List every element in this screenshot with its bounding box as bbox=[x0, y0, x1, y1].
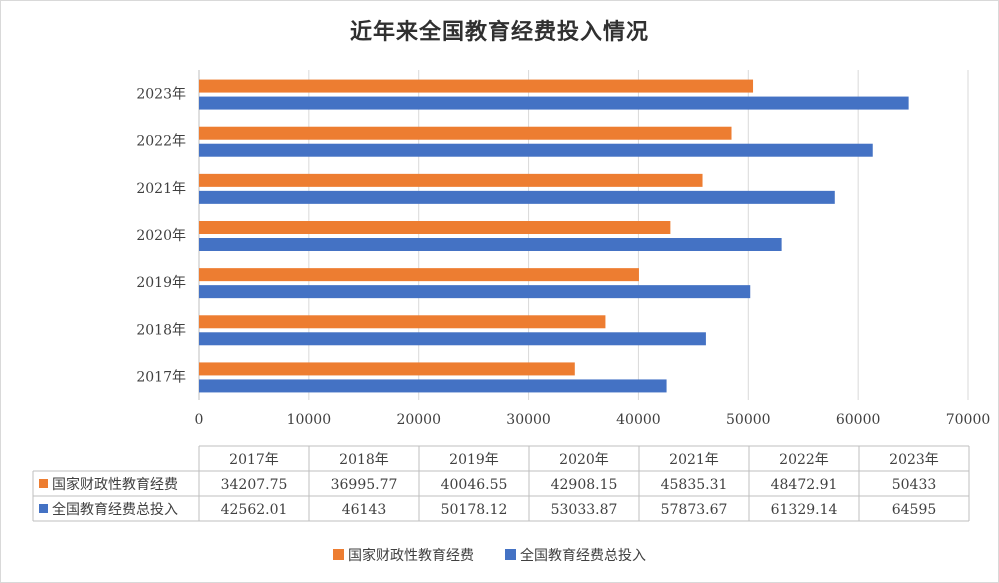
bar-fiscal-5 bbox=[199, 126, 732, 140]
y-tick-label: 2021年 bbox=[136, 181, 186, 197]
table-value-cell: 34207.75 bbox=[221, 477, 288, 493]
x-tick-label: 20000 bbox=[396, 412, 441, 428]
x-tick-label: 30000 bbox=[506, 412, 551, 428]
y-tick-label: 2023年 bbox=[136, 87, 186, 103]
table-series-label: 全国教育经费总投入 bbox=[52, 501, 178, 518]
table-header-cell: 2022年 bbox=[779, 452, 829, 468]
x-tick-label: 70000 bbox=[946, 412, 991, 428]
table-header-cell: 2023年 bbox=[889, 452, 939, 468]
table-value-cell: 36995.77 bbox=[331, 477, 398, 493]
table-header-cell: 2021年 bbox=[669, 452, 719, 468]
chart-title: 近年来全国教育经费投入情况 bbox=[349, 19, 649, 45]
bar-total-1 bbox=[199, 332, 706, 346]
table-value-cell: 50178.12 bbox=[441, 502, 508, 518]
legend-key bbox=[333, 549, 344, 560]
y-tick-label: 2017年 bbox=[136, 369, 186, 385]
table-value-cell: 48472.91 bbox=[771, 477, 838, 493]
bar-fiscal-3 bbox=[199, 221, 671, 234]
table-series-key bbox=[39, 479, 48, 488]
x-tick-label: 0 bbox=[195, 412, 204, 428]
x-tick-label: 40000 bbox=[616, 412, 661, 428]
legend-key bbox=[505, 549, 516, 560]
table-series-key bbox=[39, 504, 48, 513]
table-value-cell: 45835.31 bbox=[661, 477, 728, 493]
table-value-cell: 42562.01 bbox=[221, 502, 288, 518]
table-header-cell: 2020年 bbox=[559, 452, 609, 468]
bar-fiscal-1 bbox=[199, 315, 606, 329]
table-series-label: 国家财政性教育经费 bbox=[52, 476, 178, 493]
bar-fiscal-6 bbox=[199, 79, 754, 93]
legend-label: 全国教育经费总投入 bbox=[520, 547, 646, 564]
x-tick-label: 10000 bbox=[287, 412, 332, 428]
bar-total-2 bbox=[199, 285, 751, 299]
x-tick-label: 60000 bbox=[836, 412, 881, 428]
bar-total-5 bbox=[199, 143, 873, 157]
bar-total-6 bbox=[199, 96, 909, 110]
bar-total-3 bbox=[199, 238, 782, 251]
y-tick-label: 2019年 bbox=[136, 275, 186, 291]
y-tick-label: 2020年 bbox=[136, 228, 186, 244]
y-tick-label: 2018年 bbox=[136, 322, 186, 338]
legend-label: 国家财政性教育经费 bbox=[348, 547, 474, 564]
bar-fiscal-2 bbox=[199, 268, 639, 282]
table-value-cell: 53033.87 bbox=[551, 502, 618, 518]
table-value-cell: 42908.15 bbox=[551, 477, 618, 493]
table-value-cell: 64595 bbox=[892, 502, 937, 518]
bar-total-0 bbox=[199, 379, 667, 393]
bar-fiscal-0 bbox=[199, 362, 575, 376]
table-header-cell: 2018年 bbox=[339, 452, 389, 468]
bar-fiscal-4 bbox=[199, 173, 703, 187]
table-value-cell: 61329.14 bbox=[771, 502, 838, 518]
table-value-cell: 50433 bbox=[892, 477, 937, 493]
table-header-cell: 2019年 bbox=[449, 452, 499, 468]
y-tick-label: 2022年 bbox=[136, 134, 186, 150]
table-value-cell: 46143 bbox=[342, 502, 387, 518]
table-value-cell: 57873.67 bbox=[661, 502, 728, 518]
bar-total-4 bbox=[199, 190, 835, 204]
x-tick-label: 50000 bbox=[726, 412, 771, 428]
table-value-cell: 40046.55 bbox=[441, 477, 508, 493]
table-header-cell: 2017年 bbox=[229, 452, 279, 468]
